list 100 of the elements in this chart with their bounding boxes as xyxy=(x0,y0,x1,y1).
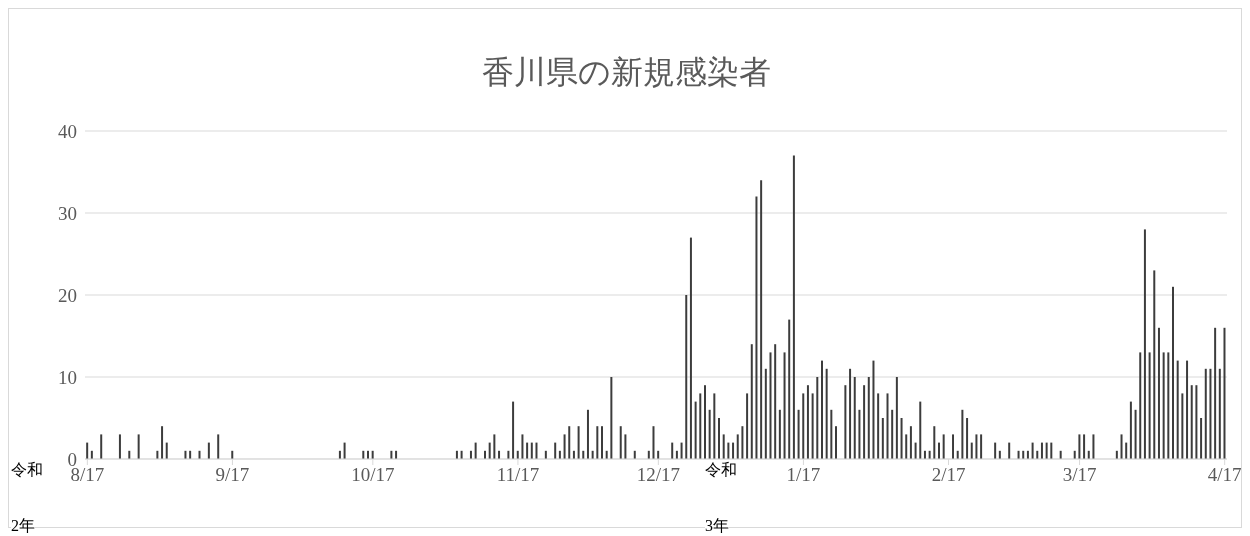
bar xyxy=(1162,352,1165,459)
bar xyxy=(881,418,884,459)
bar xyxy=(1092,434,1095,459)
bar xyxy=(914,442,917,459)
bar xyxy=(530,442,533,459)
bar xyxy=(919,401,922,459)
bar xyxy=(554,442,557,459)
bar xyxy=(952,434,955,459)
bar xyxy=(577,426,580,459)
bar xyxy=(764,368,767,459)
bar xyxy=(207,442,210,459)
bar xyxy=(1008,442,1011,459)
y-tick-label: 40 xyxy=(58,120,77,142)
bar xyxy=(820,360,823,459)
bar xyxy=(1157,327,1160,459)
bar xyxy=(1040,442,1043,459)
y-tick-label: 20 xyxy=(58,284,77,306)
bar xyxy=(900,418,903,459)
bar xyxy=(778,409,781,459)
bar xyxy=(811,393,814,459)
bar xyxy=(886,393,889,459)
bar xyxy=(1204,368,1207,459)
bar xyxy=(722,434,725,459)
x-tick-label: 12/17 xyxy=(636,464,680,485)
bar xyxy=(895,377,898,459)
bar xyxy=(1190,385,1193,459)
bar xyxy=(872,360,875,459)
x-tick-label: 1/17 xyxy=(786,464,821,485)
bar xyxy=(699,393,702,459)
bar xyxy=(493,434,496,459)
bar xyxy=(844,385,847,459)
bar xyxy=(1181,393,1184,459)
bar xyxy=(671,442,674,459)
bar xyxy=(741,426,744,459)
bar xyxy=(746,393,749,459)
x-tick-label: 11/17 xyxy=(496,464,540,485)
bar xyxy=(980,434,983,459)
bar xyxy=(788,319,791,459)
bar xyxy=(1031,442,1034,459)
bar xyxy=(619,426,622,459)
bar xyxy=(1209,368,1212,459)
bar xyxy=(732,442,735,459)
y-tick-label: 10 xyxy=(58,366,77,388)
bar xyxy=(774,344,777,459)
bar xyxy=(596,426,599,459)
bar xyxy=(755,196,758,459)
bar xyxy=(563,434,566,459)
bar xyxy=(994,442,997,459)
x-tick-label: 3/17 xyxy=(1062,464,1097,485)
bar xyxy=(713,393,716,459)
bar xyxy=(1218,368,1221,459)
bar xyxy=(849,368,852,459)
bar xyxy=(760,180,763,459)
bar xyxy=(1148,352,1151,459)
bar xyxy=(474,442,477,459)
bar xyxy=(703,385,706,459)
bar xyxy=(1134,409,1137,459)
bar xyxy=(512,401,515,459)
bar xyxy=(797,409,800,459)
bar xyxy=(905,434,908,459)
bar xyxy=(535,442,538,459)
bar xyxy=(343,442,346,459)
bar xyxy=(769,352,772,459)
y-tick-label: 30 xyxy=(58,202,77,224)
bar xyxy=(736,434,739,459)
bar xyxy=(853,377,856,459)
bar xyxy=(783,352,786,459)
bar xyxy=(727,442,730,459)
bar xyxy=(1153,270,1156,459)
bar xyxy=(100,434,103,459)
bar xyxy=(792,155,795,459)
bar xyxy=(961,409,964,459)
bar xyxy=(586,409,589,459)
bar xyxy=(568,426,571,459)
bar xyxy=(891,409,894,459)
bar xyxy=(1143,229,1146,459)
bar xyxy=(601,426,604,459)
x-tick-label: 2/17 xyxy=(931,464,966,485)
bar xyxy=(937,442,940,459)
text: 令和 3年 xyxy=(705,461,737,534)
bar xyxy=(1167,352,1170,459)
bar xyxy=(685,295,688,459)
bar xyxy=(1129,401,1132,459)
bar xyxy=(1214,327,1217,459)
bar xyxy=(161,426,164,459)
bar xyxy=(1045,442,1048,459)
chart-title: 香川県の新規感染者 xyxy=(480,53,772,92)
bar xyxy=(830,409,833,459)
bar xyxy=(877,393,880,459)
bar xyxy=(835,426,838,459)
bar xyxy=(1195,385,1198,459)
bar xyxy=(1176,360,1179,459)
bar xyxy=(858,409,861,459)
text: 令和 2年 xyxy=(11,461,43,534)
bar xyxy=(933,426,936,459)
bar xyxy=(694,401,697,459)
x-tick-label: 9/17 xyxy=(215,464,250,485)
bar xyxy=(610,377,613,459)
bar xyxy=(624,434,627,459)
bar xyxy=(708,409,711,459)
